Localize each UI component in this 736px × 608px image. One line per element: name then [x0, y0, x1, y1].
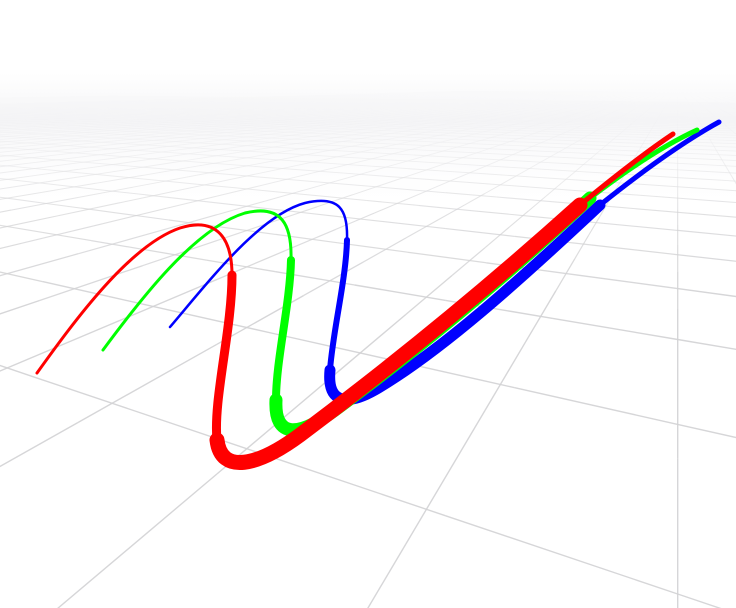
3d-viewport[interactable]: [0, 0, 736, 608]
